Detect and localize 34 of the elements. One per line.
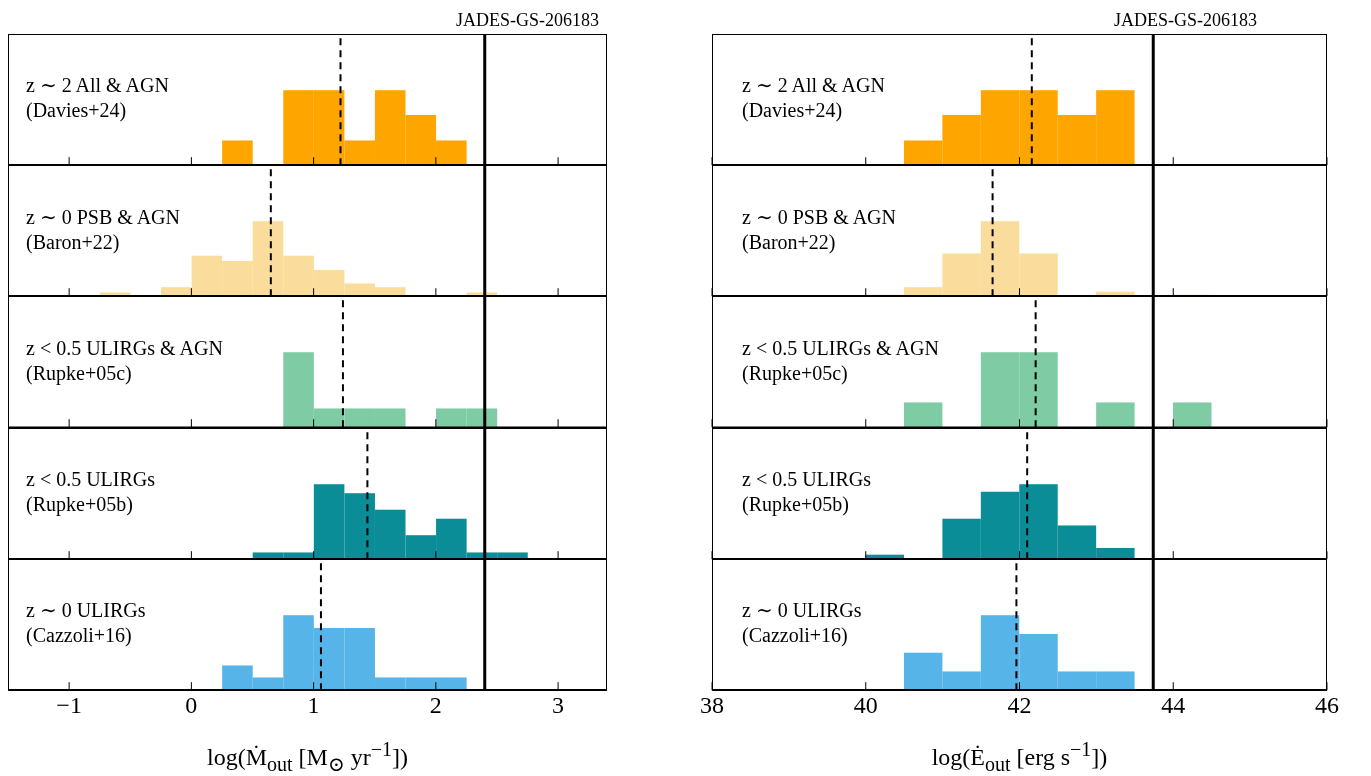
annotation: (Cazzoli+16) bbox=[26, 623, 133, 649]
annotation: (Rupke+05b) bbox=[742, 491, 850, 517]
x-tick-label: 40 bbox=[853, 692, 878, 719]
x-tick-label: −1 bbox=[56, 692, 82, 719]
x-tick-label: 0 bbox=[185, 692, 198, 719]
annotation: z ∼ 0 PSB & AGN bbox=[26, 204, 181, 230]
annotation: (Cazzoli+16) bbox=[742, 623, 849, 649]
x-tick-label: 1 bbox=[307, 692, 320, 719]
x-tick-label: 44 bbox=[1161, 692, 1186, 719]
annotation: z ∼ 0 ULIRGs bbox=[742, 598, 862, 624]
annotation: (Rupke+05c) bbox=[742, 360, 849, 386]
chart-title: JADES-GS-206183 bbox=[1113, 10, 1257, 31]
annotation: z ∼ 2 All & AGN bbox=[26, 73, 169, 99]
x-tick-label: 2 bbox=[429, 692, 442, 719]
annotation: z ∼ 0 PSB & AGN bbox=[742, 204, 897, 230]
annotation: (Rupke+05c) bbox=[26, 360, 133, 386]
annotation: (Davies+24) bbox=[742, 98, 844, 124]
annotation: z < 0.5 ULIRGs bbox=[26, 466, 156, 492]
x-tick-label: 46 bbox=[1314, 692, 1339, 719]
annotation: z < 0.5 ULIRGs & AGN bbox=[26, 335, 223, 361]
annotation: (Baron+22) bbox=[742, 229, 837, 255]
annotation: z ∼ 0 ULIRGs bbox=[26, 598, 146, 624]
annotation: (Davies+24) bbox=[26, 98, 128, 124]
annotation: z ∼ 2 All & AGN bbox=[742, 73, 885, 99]
x-axis-title: log(Ṁ$_{out}$ [M$_{⊙}$ yr$^{−1}$]) bbox=[206, 737, 409, 776]
annotation: (Rupke+05b) bbox=[26, 491, 134, 517]
x-tick-label: 38 bbox=[700, 692, 725, 719]
x-tick-label: 42 bbox=[1007, 692, 1032, 719]
annotation: (Baron+22) bbox=[26, 229, 121, 255]
x-axis-title: log(Ė$_{out}$ [erg s$^{−1}$]) bbox=[930, 737, 1109, 776]
annotation: z < 0.5 ULIRGs & AGN bbox=[742, 335, 939, 361]
x-tick-label: 3 bbox=[552, 692, 565, 719]
annotation: z < 0.5 ULIRGs bbox=[742, 466, 872, 492]
chart-title: JADES-GS-206183 bbox=[455, 10, 599, 31]
